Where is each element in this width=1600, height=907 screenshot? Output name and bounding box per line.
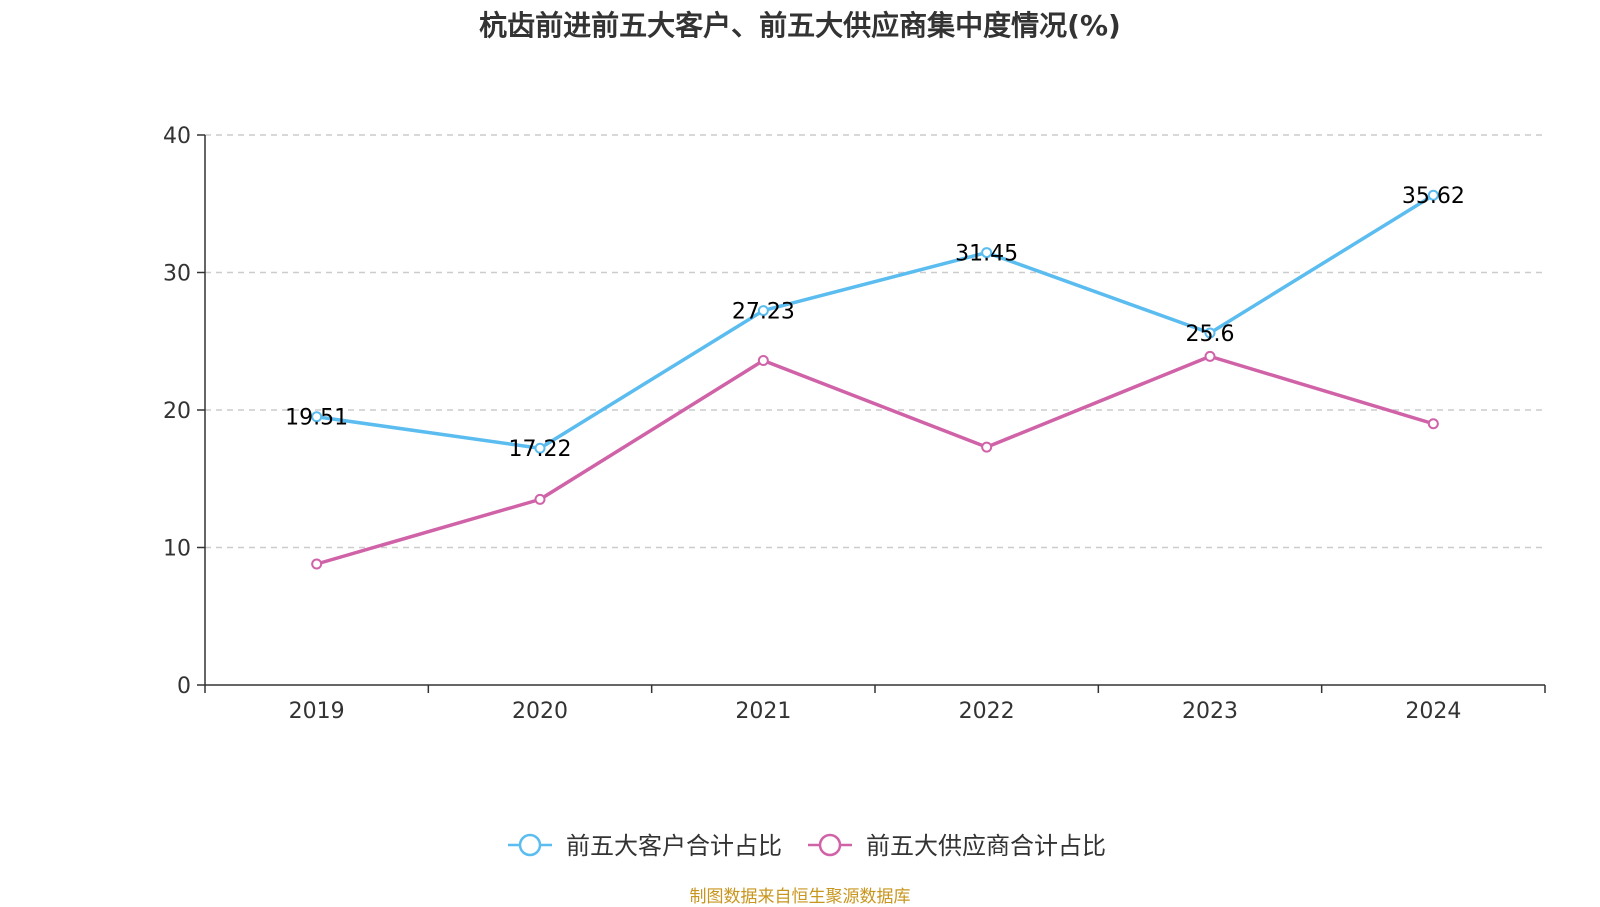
- data-point: [534, 493, 546, 505]
- x-tick-label: 2019: [289, 699, 345, 724]
- y-tick-label: 40: [163, 124, 191, 149]
- x-tick-label: 2020: [512, 699, 568, 724]
- data-point: [311, 411, 323, 423]
- data-point: [534, 442, 546, 454]
- chart-title: 杭齿前进前五大客户、前五大供应商集中度情况(%): [479, 9, 1121, 42]
- series-line: [316, 354, 1434, 566]
- data-point: [981, 441, 993, 453]
- legend-marker: [518, 833, 542, 857]
- data-label: 17.22: [509, 437, 572, 462]
- axes: [197, 134, 1546, 693]
- data-label: 25.6: [1186, 322, 1235, 347]
- data-label: 35.62: [1402, 184, 1465, 209]
- x-tick-label: 2021: [735, 699, 791, 724]
- data-label: 27.23: [732, 300, 795, 325]
- y-tick-label: 10: [163, 537, 191, 562]
- data-point: [311, 558, 323, 570]
- data-label: 19.51: [285, 406, 348, 431]
- legend-marker: [818, 833, 842, 857]
- legend-label: 前五大供应商合计占比: [866, 832, 1106, 860]
- data-point: [757, 355, 769, 366]
- source-note: 制图数据来自恒生聚源数据库: [689, 887, 911, 907]
- data-point: [1204, 350, 1216, 362]
- series-line: [316, 193, 1435, 450]
- y-tick-label: 20: [163, 399, 191, 424]
- data-point: [1204, 327, 1216, 339]
- x-tick-labels: 2019 2020 2021 2022 2023 2024: [289, 699, 1462, 724]
- grid-lines: [205, 134, 1545, 549]
- data-label: 31.45: [955, 242, 1018, 267]
- legend-item: 前五大供应商合计占比: [808, 832, 1106, 860]
- y-tick-label: 0: [177, 674, 191, 699]
- x-tick-label: 2022: [959, 699, 1015, 724]
- x-tick-label: 2024: [1405, 699, 1461, 724]
- data-point: [981, 247, 993, 259]
- data-point: [757, 305, 769, 317]
- data-point: [1427, 189, 1439, 201]
- data-labels: 19.51 17.22 27.23 31.45 25.6 35.62: [285, 184, 1465, 462]
- series-lines: [311, 189, 1439, 570]
- legend-label: 前五大客户合计占比: [566, 832, 782, 860]
- x-tick-label: 2023: [1182, 699, 1238, 724]
- y-tick-labels: 0 10 20 30 40: [163, 124, 191, 699]
- y-tick-label: 30: [163, 262, 191, 287]
- legend: 前五大客户合计占比 前五大供应商合计占比: [508, 832, 1106, 860]
- legend-item: 前五大客户合计占比: [508, 832, 782, 860]
- data-point: [1427, 418, 1439, 430]
